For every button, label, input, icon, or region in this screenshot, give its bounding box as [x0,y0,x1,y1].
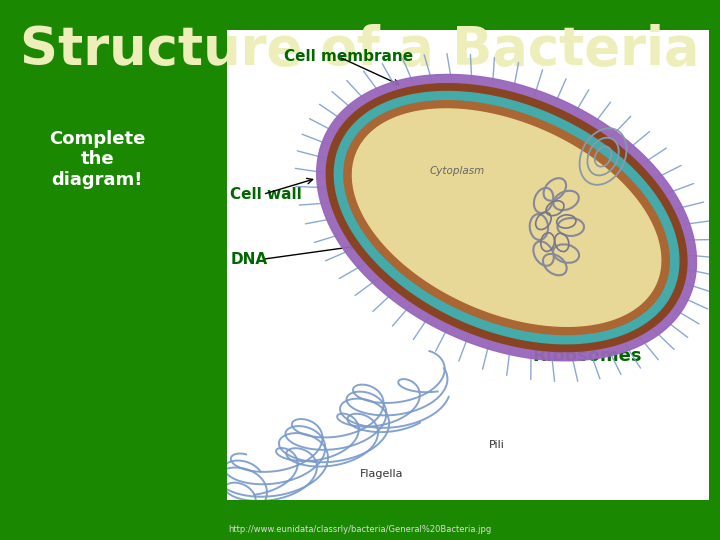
Text: DNA: DNA [230,252,268,267]
Bar [227,30,709,500]
Polygon shape [326,84,687,352]
Text: Ribosomes: Ribosomes [533,347,642,366]
Text: Cell membrane: Cell membrane [284,49,413,64]
Text: Complete
the
diagram!: Complete the diagram! [49,130,145,189]
Polygon shape [353,109,661,326]
Polygon shape [317,75,696,361]
Text: Cytoplasm: Cytoplasm [429,166,485,176]
Text: http://www.eunidata/classrly/bacteria/General%20Bacteria.jpg: http://www.eunidata/classrly/bacteria/Ge… [228,524,492,534]
Text: Pili: Pili [489,441,505,450]
Text: Flagella: Flagella [359,469,403,478]
Polygon shape [334,91,679,344]
Text: Cell wall: Cell wall [230,187,302,202]
Polygon shape [344,101,670,334]
Text: Structure of a Bacteria: Structure of a Bacteria [20,24,700,76]
